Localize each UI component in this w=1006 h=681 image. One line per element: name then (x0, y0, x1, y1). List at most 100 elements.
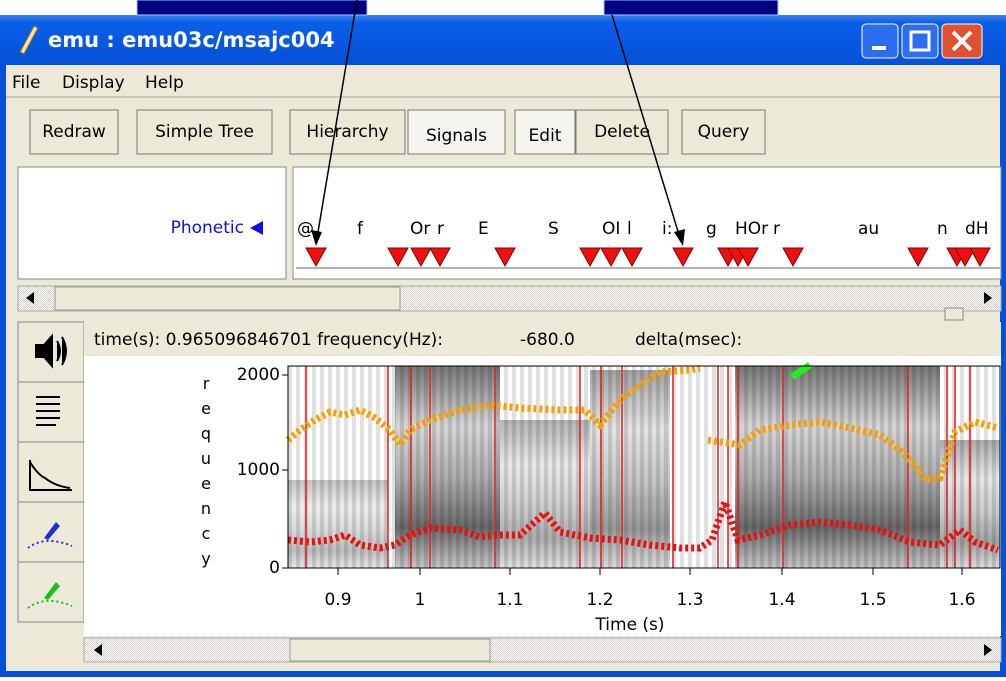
tier-name-panel (17, 166, 287, 280)
x-tick-label: 1 (415, 590, 426, 610)
toolbar: Redraw Simple Tree Hierarchy Signals Edit Del… (29, 109, 766, 155)
plot-frame (287, 365, 1001, 569)
menu-item[interactable]: File (12, 73, 40, 93)
segment-marker[interactable] (410, 247, 432, 268)
pen-icon (44, 522, 60, 540)
segment-label: r (773, 219, 780, 239)
toolbar-button[interactable] (681, 109, 766, 155)
segment-marker[interactable] (737, 247, 759, 268)
segment-marker[interactable] (782, 247, 804, 268)
x-tick-label: 1.6 (948, 590, 975, 610)
segment-marker[interactable] (579, 247, 601, 268)
segment-marker[interactable] (600, 247, 622, 268)
arrow (611, 14, 681, 239)
x-tick-label: 1.5 (859, 590, 886, 610)
maximize[interactable] (901, 23, 939, 59)
window-controls (861, 23, 983, 59)
tier-labels: @ f Or r E S OI l i: g HOr r au n dH (297, 219, 991, 268)
frequency-value: -680.0 (520, 330, 575, 350)
scroll-thumb[interactable] (289, 638, 491, 662)
tier-name: Phonetic (171, 218, 244, 238)
formant-f3 (790, 362, 812, 380)
scroll-left[interactable] (26, 292, 34, 304)
x-tick-label: 1.4 (768, 590, 795, 610)
segment-label: dH (965, 219, 989, 239)
x-axis-label: Time (s) (594, 615, 664, 635)
toolbar-button[interactable] (407, 109, 506, 155)
arrow-head (311, 230, 322, 246)
track-icon (27, 540, 73, 549)
arrow (316, 0, 358, 239)
segment-label: E (478, 219, 489, 239)
segment-label: i: (662, 219, 672, 239)
speaker-icon (35, 333, 67, 369)
toolbar-button[interactable] (29, 109, 119, 155)
x-tick-label: 1.1 (496, 590, 523, 610)
y-tick-label: 1000 (237, 460, 280, 480)
title-bar (0, 15, 1006, 65)
tool-column (17, 321, 85, 623)
formant-f2 (707, 418, 999, 484)
scrollbar[interactable] (83, 637, 1002, 663)
spectrum-icon (29, 460, 72, 491)
tool-button[interactable] (17, 441, 85, 503)
segment-label: au (858, 219, 879, 239)
toolbar-label: Query (698, 122, 750, 142)
info-bar (84, 322, 1001, 356)
segment-marker[interactable] (305, 247, 327, 268)
x-tick-label: 1.3 (676, 590, 703, 610)
segment-marker[interactable] (494, 247, 516, 268)
arrow-head (674, 229, 685, 246)
toolbar-button[interactable] (136, 109, 273, 155)
segment-label: OI (602, 219, 620, 239)
segment-lines (305, 366, 971, 568)
scroll-right[interactable] (984, 644, 992, 656)
delta-label: delta(msec): (635, 330, 742, 350)
x-tick-label: 1.2 (586, 590, 613, 610)
track-icon (27, 600, 73, 609)
toolbar-label: Simple Tree (155, 122, 254, 142)
y-tick-label: 0 (269, 558, 280, 578)
y-tick-label: 2000 (237, 365, 280, 385)
annotation-box (603, 0, 779, 16)
annotation-box (136, 0, 368, 16)
formant-f1 (287, 491, 1000, 554)
close-icon (951, 30, 973, 52)
segment-label: n (937, 219, 948, 239)
segment-marker[interactable] (672, 247, 694, 268)
scroll-left[interactable] (94, 644, 102, 656)
segment-label: HOr (735, 219, 768, 239)
time-label: time(s): 0.965096846701 frequency(Hz): (94, 330, 443, 350)
toolbar-label: Edit (529, 126, 562, 146)
lines-icon (36, 396, 60, 426)
segment-label: f (357, 219, 364, 239)
segment-marker[interactable] (954, 247, 976, 268)
menu-bar: File Display Help (12, 73, 184, 93)
minimize[interactable] (861, 23, 899, 59)
segment-marker[interactable] (387, 247, 409, 268)
tier-arrow (250, 221, 263, 235)
scroll-right[interactable] (984, 292, 992, 304)
toolbar-button[interactable] (514, 109, 576, 155)
toolbar-label: Hierarchy (306, 122, 388, 142)
segment-marker[interactable] (429, 247, 451, 268)
segment-label: Or (410, 219, 430, 239)
segment-label: l (627, 219, 632, 239)
scroll-thumb[interactable] (54, 286, 401, 311)
minimize-icon (872, 46, 886, 50)
toolbar-label: Delete (594, 122, 650, 142)
annotation-arrows (311, 0, 685, 246)
segment-marker[interactable] (907, 247, 929, 268)
menu-item[interactable]: Help (145, 73, 184, 93)
x-tick-label: 0.9 (324, 590, 351, 610)
tier-panel (292, 166, 1002, 280)
segment-marker[interactable] (621, 247, 643, 268)
toolbar-button[interactable] (289, 109, 406, 155)
segment-marker[interactable] (969, 247, 991, 268)
pen-icon (44, 582, 60, 600)
voicing-stripes (288, 366, 1000, 568)
menu-item[interactable]: Display (62, 73, 125, 93)
maximize-icon (909, 30, 931, 52)
splitter[interactable] (944, 307, 964, 321)
